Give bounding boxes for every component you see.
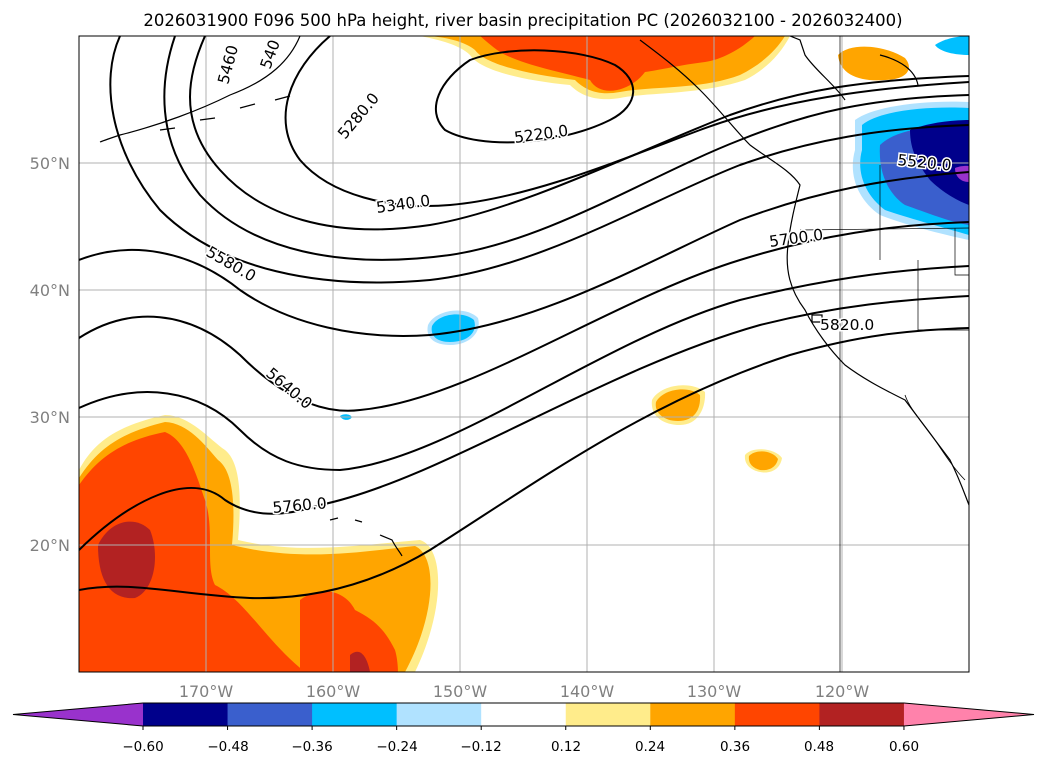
longitude-labels: 170°W 160°W 150°W 140°W 130°W 120°W	[179, 682, 870, 701]
colorbar-tick-label: 0.12	[551, 739, 581, 755]
lat-label-30n: 30°N	[30, 408, 70, 427]
lon-label-150w: 150°W	[433, 682, 488, 701]
precip-region-northeast	[852, 101, 969, 240]
lat-label-20n: 20°N	[30, 536, 70, 555]
lon-label-120w: 120°W	[815, 682, 870, 701]
colorbar-segment	[650, 703, 736, 726]
lon-label-170w: 170°W	[179, 682, 234, 701]
gridlines	[79, 36, 969, 672]
colorbar-segment	[565, 703, 651, 726]
map-frame	[78, 35, 970, 673]
colorbar-segment	[227, 703, 313, 726]
colorbar-segment	[481, 703, 567, 726]
colorbar-segments	[12, 702, 1035, 730]
colorbar-tick-label: 0.36	[720, 739, 750, 755]
colorbar-segment	[312, 703, 398, 726]
colorbar-segment	[396, 703, 482, 726]
colorbar-segment	[143, 703, 229, 726]
colorbar-tick-label: −0.60	[122, 739, 163, 755]
colorbar-extend-right	[903, 703, 1034, 726]
lon-label-130w: 130°W	[687, 682, 742, 701]
lat-label-40n: 40°N	[30, 281, 70, 300]
colorbar-tick-label: −0.36	[291, 739, 332, 755]
colorbar-tick-label: −0.48	[207, 739, 248, 755]
colorbar-tick-label: 0.24	[635, 739, 665, 755]
height-contours	[79, 36, 969, 600]
colorbar-segment	[734, 703, 820, 726]
colorbar-tick-label: 0.60	[889, 739, 919, 755]
lat-label-50n: 50°N	[30, 154, 70, 173]
contour-label-5820: 5820.0	[820, 316, 874, 334]
colorbar-tick-label: −0.24	[376, 739, 417, 755]
colorbar-extend-left	[13, 703, 143, 726]
precip-region-southwest	[79, 415, 439, 672]
precip-cell-orange-2	[744, 449, 782, 473]
lon-label-160w: 160°W	[306, 682, 361, 701]
colorbar-segment	[819, 703, 905, 726]
precip-cell-blue	[340, 310, 479, 420]
precip-cell-orange-1	[651, 385, 706, 425]
lon-label-140w: 140°W	[560, 682, 615, 701]
colorbar: −0.60 −0.48 −0.36 −0.24 −0.12 0.12 0.24 …	[12, 702, 1035, 755]
colorbar-tick-label: −0.12	[460, 739, 501, 755]
colorbar-tick-label: 0.48	[804, 739, 834, 755]
figure-title: 2026031900 F096 500 hPa height, river ba…	[143, 11, 902, 30]
latitude-labels: 50°N 40°N 30°N 20°N	[30, 154, 70, 555]
colorbar-tick-labels: −0.60 −0.48 −0.36 −0.24 −0.12 0.12 0.24 …	[122, 739, 919, 755]
